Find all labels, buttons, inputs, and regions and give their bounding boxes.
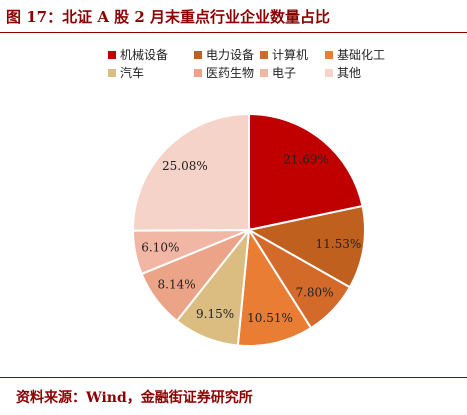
figure-title: 图 17：北证 A 股 2 月末重点行业企业数量占比: [6, 8, 331, 26]
legend-label: 电力设备: [206, 48, 254, 62]
pie-slice: [248, 112, 364, 232]
source-bar: 资料来源：Wind，金融街证券研究所: [0, 377, 467, 415]
legend-label: 基础化工: [337, 48, 385, 62]
slice-data-label: 6.10%: [141, 241, 179, 255]
legend-swatch: [260, 51, 268, 59]
pie-slice: [132, 112, 250, 232]
legend-swatch: [325, 69, 333, 77]
slice-data-label: 9.15%: [196, 307, 234, 321]
legend-swatch: [325, 51, 333, 59]
legend-label: 汽车: [120, 65, 144, 80]
legend-label: 医药生物: [206, 66, 254, 80]
source-note: 资料来源：Wind，金融街证券研究所: [16, 390, 253, 406]
pie-slice: [246, 204, 366, 289]
legend-swatch: [260, 69, 268, 77]
legend-label: 其他: [337, 66, 361, 80]
legend-swatch: [194, 51, 202, 59]
slice-data-label: 21.69%: [283, 153, 329, 167]
slice-data-label: 8.14%: [158, 277, 196, 291]
slice-data-label: 10.51%: [247, 311, 293, 325]
legend-swatch: [194, 69, 202, 77]
slice-data-label: 7.80%: [295, 285, 333, 299]
pie-slice: [236, 226, 313, 347]
slice-data-label: 25.08%: [162, 159, 208, 173]
figure-title-bar: 图 17：北证 A 股 2 月末重点行业企业数量占比: [0, 0, 467, 33]
legend-label: 电子: [272, 66, 296, 80]
pie-labels: 21.69% 11.53% 7.80%10.51% 9.15% 8.14% 6.10% 25…: [141, 153, 361, 325]
pie-slices: [131, 112, 366, 347]
legend-label: 机械设备: [120, 47, 168, 62]
slice-data-label: 11.53%: [316, 237, 362, 251]
legend-swatch: [108, 51, 116, 59]
legend-swatch: [108, 69, 116, 77]
legend-label: 计算机: [272, 47, 308, 62]
